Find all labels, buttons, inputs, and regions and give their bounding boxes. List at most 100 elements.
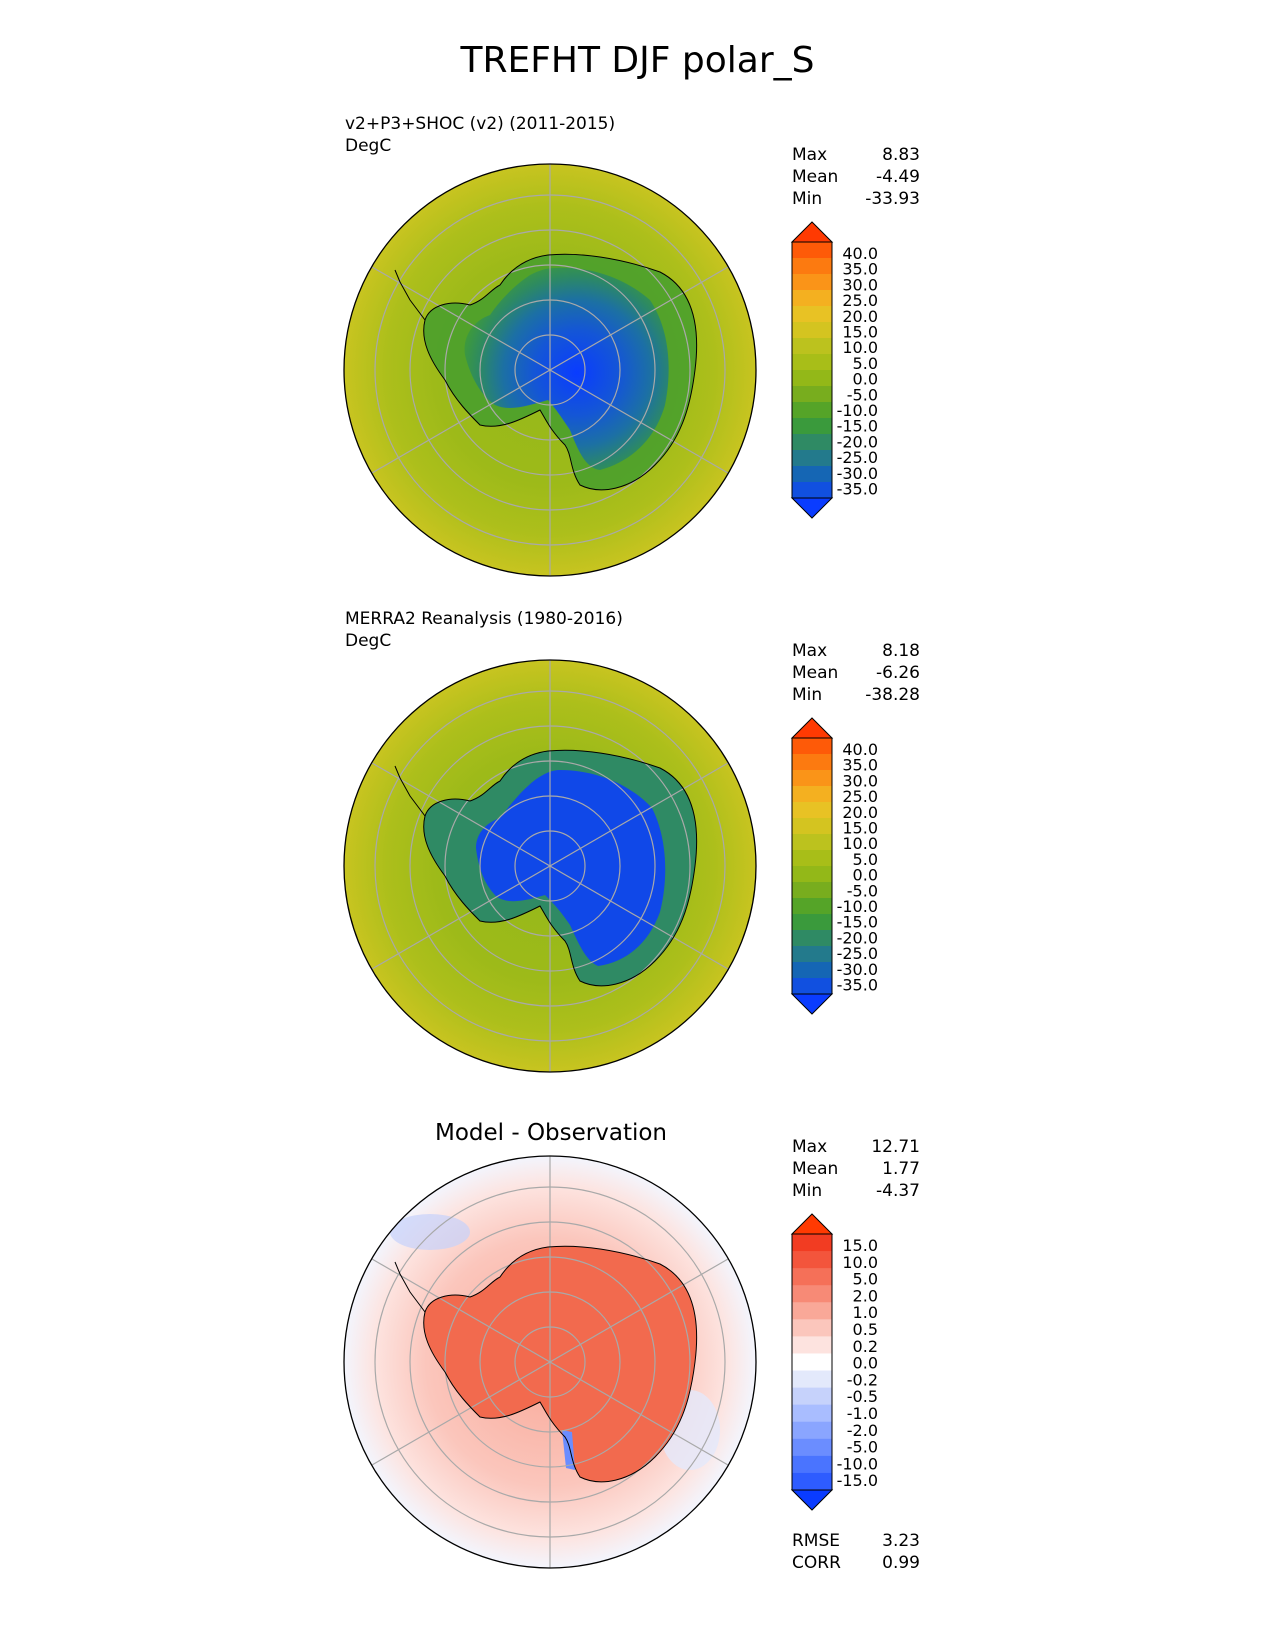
colorbar-tick-label: 25.0 bbox=[842, 787, 878, 806]
colorbar-segment bbox=[792, 1251, 832, 1269]
colorbar-segment bbox=[792, 274, 832, 291]
colorbar-segment bbox=[792, 1421, 832, 1440]
colorbar-tick-label: 0.5 bbox=[853, 1320, 878, 1339]
colorbar-tick-label: -5.0 bbox=[847, 881, 878, 900]
colorbar-segment bbox=[792, 1472, 832, 1491]
colorbar-segment bbox=[792, 482, 832, 499]
colorbar-segment bbox=[792, 1438, 832, 1457]
stat-row-max: Max 8.83 bbox=[792, 145, 920, 165]
stat-row-max: Max 12.71 bbox=[792, 1137, 920, 1157]
colorbar-frame bbox=[791, 241, 833, 499]
map-border bbox=[343, 163, 757, 577]
colorbar-segment bbox=[792, 850, 832, 867]
colorbar-segment bbox=[792, 738, 832, 755]
colorbar-segment bbox=[792, 914, 832, 931]
colorbar-tick-label: 2.0 bbox=[853, 1286, 878, 1305]
colorbar-tick-label: 0.0 bbox=[853, 370, 878, 389]
colorbar-tick-label: 10.0 bbox=[842, 338, 878, 357]
diff-panel-title: Model - Observation bbox=[434, 1120, 668, 1146]
colorbar-tick-label: -30.0 bbox=[837, 960, 878, 979]
colorbar-panel-3: 15.010.05.02.01.00.50.20.0-0.2-0.5-1.0-2… bbox=[790, 1213, 878, 1511]
colorbar-extend-max bbox=[790, 221, 834, 243]
colorbar-segment bbox=[792, 866, 832, 883]
stat-row-max: Max 8.18 bbox=[792, 641, 920, 661]
colorbar-segment bbox=[792, 1336, 832, 1354]
colorbar-segment bbox=[792, 322, 832, 339]
panel2-label: MERRA2 Reanalysis (1980-2016) DegC bbox=[345, 608, 623, 652]
map-panel-1 bbox=[343, 163, 757, 577]
map-panel-2 bbox=[343, 659, 757, 1073]
colorbar-segment bbox=[792, 786, 832, 803]
graticule bbox=[371, 1156, 729, 1568]
colorbar-tick-label: 40.0 bbox=[842, 740, 878, 759]
colorbar-tick-label: -2.0 bbox=[847, 1421, 878, 1440]
colorbar-segment bbox=[792, 770, 832, 787]
colorbar-segment bbox=[792, 434, 832, 451]
colorbar-segment bbox=[792, 1319, 832, 1337]
colorbar-segment bbox=[792, 834, 832, 851]
metric-row-rmse: RMSE 3.23 bbox=[792, 1531, 920, 1551]
colorbar-segment bbox=[792, 386, 832, 403]
colorbar-frame bbox=[791, 1233, 833, 1491]
colorbar-segment bbox=[792, 1455, 832, 1474]
colorbar-tick-label: 20.0 bbox=[842, 307, 878, 326]
colorbar-extend-max bbox=[790, 1213, 834, 1235]
colorbar-segment bbox=[792, 962, 832, 979]
panel1-test-name: v2+P3+SHOC (v2) (2011-2015) bbox=[345, 114, 616, 134]
colorbar-segment bbox=[792, 754, 832, 771]
colorbar-segment bbox=[792, 402, 832, 419]
colorbar-segment bbox=[792, 290, 832, 307]
colorbar-tick-label: 5.0 bbox=[853, 850, 878, 869]
antarctica-field bbox=[423, 1246, 697, 1482]
colorbar-tick-label: 35.0 bbox=[842, 260, 878, 279]
colorbar-tick-label: 25.0 bbox=[842, 291, 878, 310]
ross-ice-anomaly bbox=[562, 1430, 575, 1470]
colorbar-segment bbox=[792, 1268, 832, 1286]
panel1-label: v2+P3+SHOC (v2) (2011-2015) DegC bbox=[345, 113, 615, 157]
colorbar-segment bbox=[792, 338, 832, 355]
colorbar-tick-label: 5.0 bbox=[853, 354, 878, 373]
colorbar-tick-label: -35.0 bbox=[837, 480, 878, 499]
colorbar-segment bbox=[792, 1353, 832, 1372]
stat-row-mean: Mean -4.49 bbox=[792, 167, 920, 187]
colorbar-segment bbox=[792, 1370, 832, 1389]
colorbar-tick-label: -25.0 bbox=[837, 944, 878, 963]
stat-row-mean: Mean -6.26 bbox=[792, 663, 920, 683]
stat-row-min: Min -38.28 bbox=[792, 685, 920, 705]
colorbar-tick-label: 20.0 bbox=[842, 803, 878, 822]
colorbar-segment bbox=[792, 978, 832, 995]
panel3-stats: Max 12.71 Mean 1.77 Min -4.37 bbox=[792, 1136, 920, 1202]
colorbar-tick-label: -20.0 bbox=[837, 928, 878, 947]
negative-anomaly bbox=[390, 1214, 470, 1250]
graticule bbox=[371, 660, 729, 1072]
colorbar-segment bbox=[792, 258, 832, 275]
colorbar-tick-label: -25.0 bbox=[837, 448, 878, 467]
colorbar-tick-label: -10.0 bbox=[837, 1454, 878, 1473]
diff-metrics: RMSE 3.23 CORR 0.99 bbox=[792, 1530, 920, 1574]
colorbar-tick-label: -35.0 bbox=[837, 976, 878, 995]
coastline bbox=[394, 253, 698, 491]
antarctica-interior bbox=[464, 267, 669, 470]
panel2-units: DegC bbox=[345, 631, 392, 651]
colorbar-tick-label: 30.0 bbox=[842, 771, 878, 790]
colorbar-tick-label: 0.2 bbox=[853, 1337, 878, 1356]
colorbar-segment bbox=[792, 1404, 832, 1423]
colorbar-tick-label: -5.0 bbox=[847, 1438, 878, 1457]
colorbar-extend-min bbox=[790, 497, 834, 519]
colorbar-segment bbox=[792, 946, 832, 963]
colorbar-tick-label: -15.0 bbox=[837, 913, 878, 932]
colorbar-tick-label: -5.0 bbox=[847, 385, 878, 404]
stat-row-min: Min -4.37 bbox=[792, 1181, 920, 1201]
panel2-stats: Max 8.18 Mean -6.26 Min -38.28 bbox=[792, 640, 920, 706]
colorbar-tick-label: -0.5 bbox=[847, 1387, 878, 1406]
colorbar-segment bbox=[792, 354, 832, 371]
colorbar-extend-min bbox=[790, 1489, 834, 1511]
colorbar-segment bbox=[792, 418, 832, 435]
colorbar-tick-label: 5.0 bbox=[853, 1270, 878, 1289]
colorbar-tick-label: 35.0 bbox=[842, 756, 878, 775]
colorbar-tick-label: 10.0 bbox=[842, 834, 878, 853]
colorbar-extend-min bbox=[790, 993, 834, 1015]
coastline bbox=[394, 749, 698, 987]
colorbar-tick-label: -10.0 bbox=[837, 897, 878, 916]
